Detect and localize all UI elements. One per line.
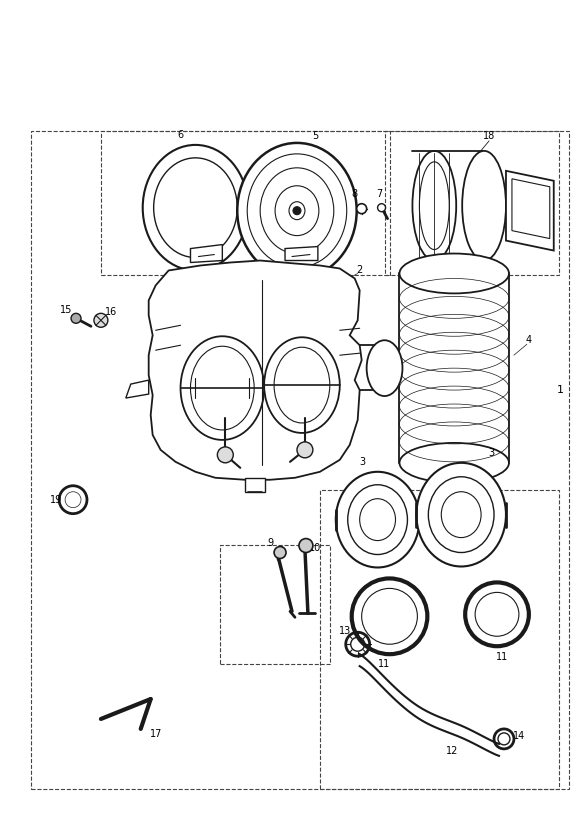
Bar [320,489,559,789]
Circle shape [378,204,385,212]
Text: 11: 11 [378,659,391,669]
Ellipse shape [399,254,509,293]
Text: 18: 18 [483,131,495,141]
Ellipse shape [143,145,248,270]
Ellipse shape [412,151,456,260]
Text: 11: 11 [496,652,508,662]
Circle shape [71,313,81,323]
Text: 17: 17 [149,729,162,739]
Ellipse shape [416,463,506,566]
Polygon shape [506,171,554,250]
Bar [101,131,389,275]
Text: 1: 1 [557,385,564,395]
Ellipse shape [399,442,509,483]
Text: 16: 16 [105,307,117,317]
Bar [220,545,330,664]
Polygon shape [285,246,318,260]
Text: 15: 15 [60,306,72,316]
Bar [31,131,568,789]
Text: 7: 7 [377,189,382,199]
Text: 10: 10 [309,542,321,553]
Text: 4: 4 [526,335,532,345]
Circle shape [357,204,367,213]
Ellipse shape [237,143,357,279]
Circle shape [297,442,313,458]
Polygon shape [245,478,265,492]
Polygon shape [149,260,361,480]
Text: 9: 9 [267,537,273,548]
Text: 6: 6 [177,130,184,140]
Circle shape [217,447,233,463]
Text: 3: 3 [488,448,494,458]
Text: 13: 13 [339,626,351,636]
Ellipse shape [462,151,506,260]
Ellipse shape [181,336,264,440]
Ellipse shape [367,340,402,396]
Circle shape [274,546,286,559]
Text: 5: 5 [312,131,318,141]
Text: 2: 2 [357,265,363,275]
Text: 19: 19 [50,494,62,505]
Polygon shape [126,380,149,398]
Ellipse shape [336,472,419,568]
Circle shape [94,313,108,327]
Text: 8: 8 [352,189,358,199]
Circle shape [293,207,301,215]
Text: 14: 14 [513,731,525,741]
Polygon shape [191,245,222,263]
Ellipse shape [264,337,340,433]
Bar [385,131,559,275]
Text: 3: 3 [360,456,366,467]
Circle shape [299,539,313,553]
Text: 12: 12 [446,746,458,756]
